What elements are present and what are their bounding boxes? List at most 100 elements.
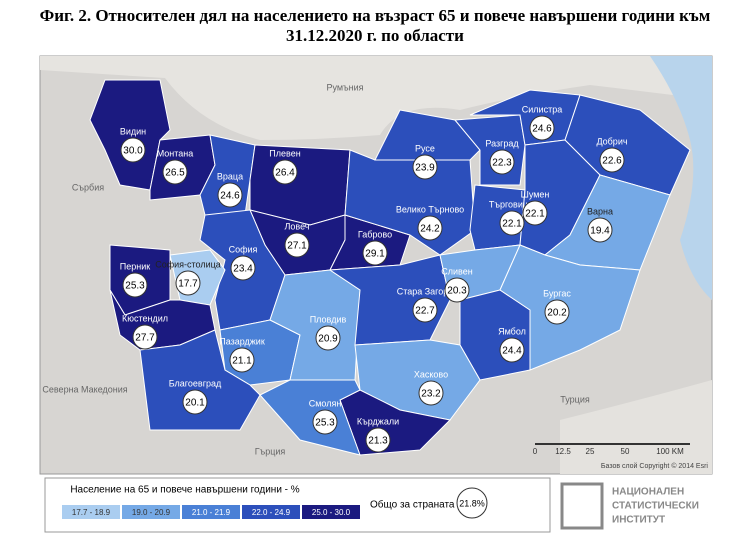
region-value: 17.7	[178, 279, 198, 290]
region-value: 25.3	[125, 281, 145, 292]
legend-swatch	[62, 505, 120, 519]
scale-label: 12.5	[555, 447, 571, 456]
logo-mark	[560, 482, 604, 530]
region-name: Варна	[587, 206, 613, 216]
sea	[650, 56, 712, 300]
region-value: 26.5	[165, 168, 185, 179]
value-circle	[587, 217, 613, 243]
scale-label: 0	[533, 447, 538, 456]
region-value: 20.2	[547, 308, 567, 319]
value-circle	[230, 255, 256, 281]
region-name: Шумен	[521, 189, 550, 199]
value-circle	[175, 270, 201, 296]
region-value: 22.1	[525, 209, 545, 220]
region-name: Сливен	[441, 266, 472, 276]
region-name: Перник	[120, 261, 150, 271]
region-value: 21.1	[232, 356, 252, 367]
national-label: Общо за страната	[370, 499, 455, 511]
region-name: София-столица	[155, 259, 221, 269]
region-name: Ямбол	[498, 326, 526, 336]
legend-label: 25.0 - 30.0	[312, 508, 351, 517]
legend-label: 17.7 - 18.9	[72, 508, 111, 517]
value-circle	[122, 272, 148, 298]
value-circle	[284, 232, 310, 258]
value-circle	[522, 200, 548, 226]
scale-label: 50	[621, 447, 630, 456]
region-name: Стара Загора	[397, 286, 454, 296]
value-circle	[362, 240, 388, 266]
region-value: 24.2	[420, 224, 440, 235]
value-circle	[272, 159, 298, 185]
logo-text: СТАТИСТИЧЕСКИ	[612, 501, 699, 512]
region-name: Видин	[120, 126, 146, 136]
value-circle	[162, 159, 188, 185]
scale-label: 100 KM	[656, 447, 684, 456]
legend-label: 22.0 - 24.9	[252, 508, 291, 517]
value-circle	[315, 325, 341, 351]
region-name: Монтана	[157, 148, 194, 158]
value-circle	[418, 380, 444, 406]
region-value: 20.3	[447, 286, 467, 297]
value-circle	[599, 147, 625, 173]
value-circle	[120, 137, 146, 163]
value-circle	[412, 154, 438, 180]
value-circle	[312, 409, 338, 435]
legend-label: 19.0 - 20.9	[132, 508, 171, 517]
region-value: 29.1	[365, 249, 385, 260]
region-value: 20.9	[318, 334, 338, 345]
region-name: Враца	[217, 171, 243, 181]
south-land	[560, 380, 712, 474]
country-label: Гърция	[255, 446, 286, 456]
value-circle	[529, 115, 555, 141]
national-value: 21.8%	[459, 498, 485, 508]
region-name: Добрич	[596, 136, 627, 146]
value-circle	[229, 347, 255, 373]
value-circle	[132, 324, 158, 350]
value-circle	[365, 427, 391, 453]
legend-swatch	[242, 505, 300, 519]
region-value: 26.4	[275, 168, 295, 179]
region-value: 19.4	[590, 226, 610, 237]
region-name: Ловеч	[285, 221, 310, 231]
country-label: Сърбия	[72, 182, 104, 192]
legend-label: 21.0 - 21.9	[192, 508, 231, 517]
value-circle	[417, 215, 443, 241]
value-circle	[444, 277, 470, 303]
region-name: Кърджали	[357, 416, 399, 426]
attribution: Базов слой Copyright © 2014 Esri	[601, 462, 709, 470]
region-value: 27.1	[287, 241, 307, 252]
region-value: 22.7	[415, 306, 435, 317]
region-value: 23.2	[421, 389, 441, 400]
region	[499, 244, 641, 371]
legend-swatch	[302, 505, 360, 519]
legend-swatch	[122, 505, 180, 519]
region-name: Силистра	[522, 104, 562, 114]
national-circle	[456, 487, 488, 519]
region-value: 27.7	[135, 333, 155, 344]
logo-text: НАЦИОНАЛЕН	[612, 487, 684, 498]
region	[259, 379, 361, 456]
region	[328, 254, 451, 346]
value-circle	[499, 210, 525, 236]
logo-text: ИНСТИТУТ	[612, 515, 665, 526]
region-name: Разград	[485, 138, 519, 148]
region-name: Русе	[415, 143, 435, 153]
region-name: София	[229, 244, 258, 254]
country-label: Северна Македония	[42, 384, 127, 394]
country-label: Турция	[560, 394, 590, 404]
scale-label: 25	[586, 447, 595, 456]
region-name: Кюстендил	[122, 313, 168, 323]
region-value: 24.4	[502, 346, 522, 357]
region-value: 22.3	[492, 158, 512, 169]
region-value: 25.3	[315, 418, 335, 429]
region-name: Пловдив	[310, 314, 347, 324]
north-land	[40, 56, 712, 140]
region-value: 23.9	[415, 163, 435, 174]
region-name: Пазарджик	[219, 336, 265, 346]
region-name: Търговище	[489, 199, 535, 209]
value-circle	[489, 149, 515, 175]
region-name: Плевен	[269, 148, 300, 158]
value-circle	[499, 337, 525, 363]
region-value: 24.6	[220, 191, 240, 202]
